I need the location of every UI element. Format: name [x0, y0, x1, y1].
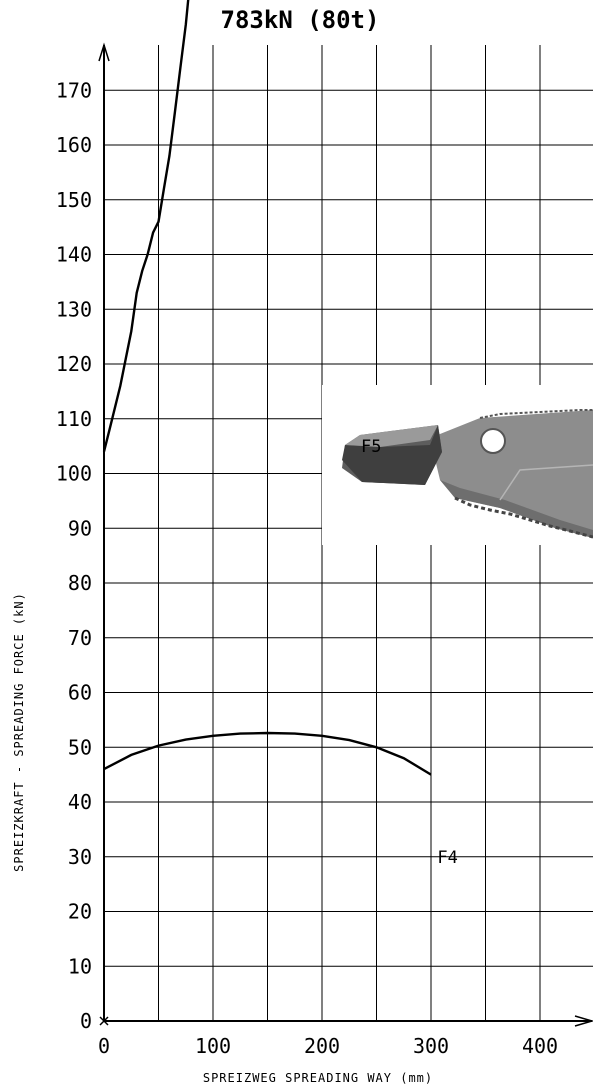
y-tick-160: 160 — [56, 133, 92, 157]
y-tick-60: 60 — [68, 681, 92, 705]
y-tick-10: 10 — [68, 954, 92, 978]
y-tick-100: 100 — [56, 462, 92, 486]
y-tick-80: 80 — [68, 571, 92, 595]
origin-mark — [99, 1016, 109, 1026]
x-tick-300: 300 — [413, 1034, 449, 1058]
y-axis-label: SPREIZKRAFT - SPREADING FORCE (kN) — [12, 592, 26, 872]
y-tick-70: 70 — [68, 626, 92, 650]
y-axis-arrow — [98, 42, 110, 62]
x-tick-200: 200 — [304, 1034, 340, 1058]
axes — [98, 42, 593, 1027]
series-f4-label: F4 — [437, 848, 457, 868]
chart-title: 783kN (80t) — [221, 6, 380, 34]
y-tick-labels: 0 10 20 30 40 50 60 70 80 90 100 110 120 130 140 150 160… — [56, 78, 92, 1033]
x-axis-arrow — [574, 1015, 593, 1027]
x-tick-100: 100 — [195, 1034, 231, 1058]
y-tick-50: 50 — [68, 735, 92, 759]
y-tick-120: 120 — [56, 352, 92, 376]
y-tick-110: 110 — [56, 407, 92, 431]
series-f5-label: F5 — [361, 437, 381, 457]
y-tick-90: 90 — [68, 516, 92, 540]
x-tick-labels: 0 100 200 300 400 — [98, 1034, 558, 1058]
x-axis-label: SPREIZWEG SPREADING WAY (mm) — [203, 1071, 433, 1085]
x-tick-400: 400 — [522, 1034, 558, 1058]
y-tick-150: 150 — [56, 188, 92, 212]
y-tick-140: 140 — [56, 243, 92, 267]
series-f5-line — [102, 0, 190, 452]
y-tick-170: 170 — [56, 78, 92, 102]
y-tick-0: 0 — [80, 1009, 92, 1033]
x-tick-0: 0 — [98, 1034, 110, 1058]
y-tick-30: 30 — [68, 845, 92, 869]
y-tick-20: 20 — [68, 900, 92, 924]
spreader-tool-image — [322, 385, 593, 545]
y-tick-130: 130 — [56, 297, 92, 321]
y-tick-40: 40 — [68, 790, 92, 814]
series-f4-line — [103, 731, 432, 776]
